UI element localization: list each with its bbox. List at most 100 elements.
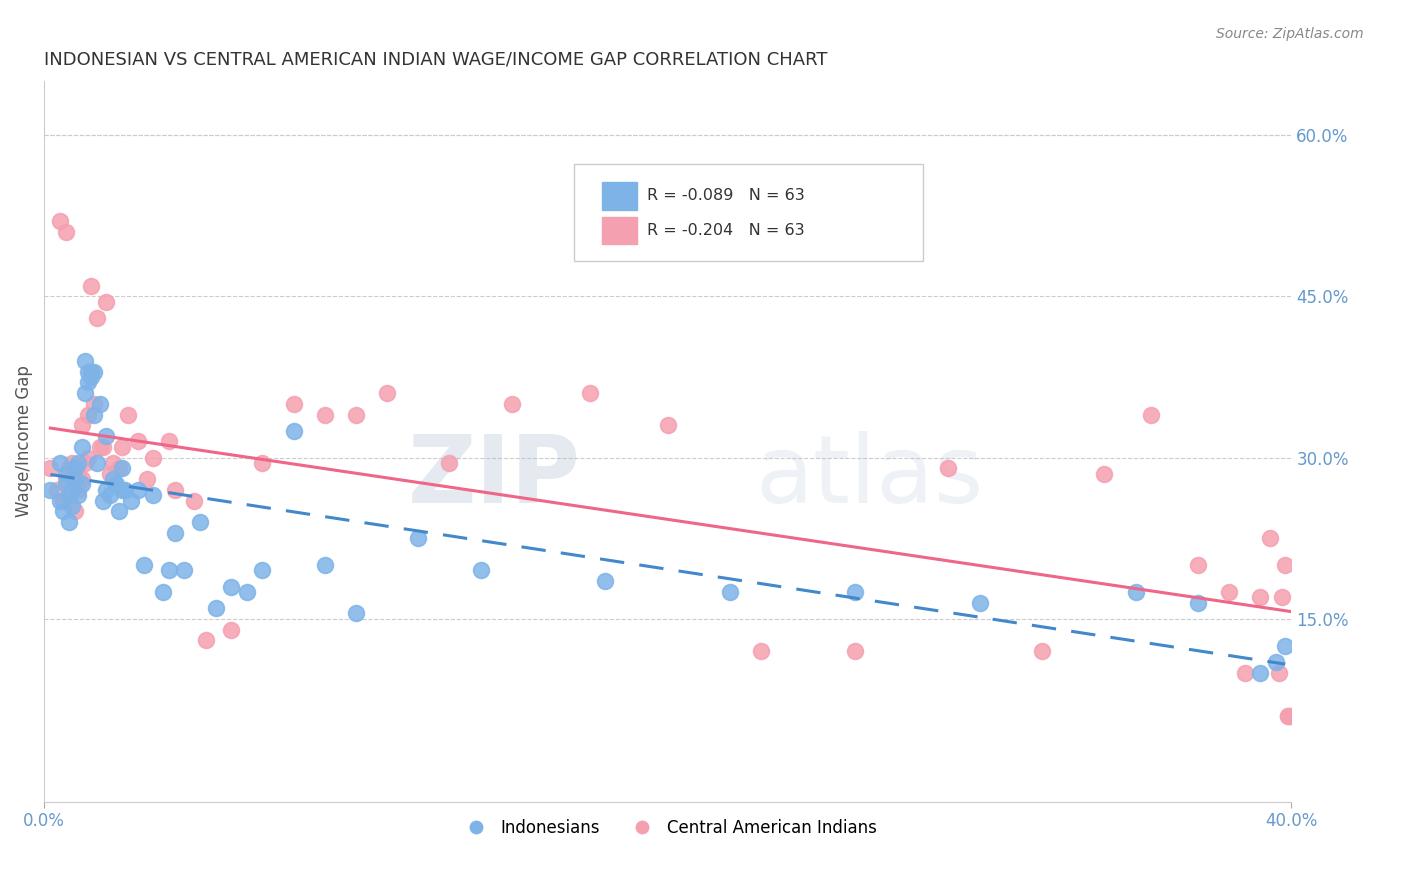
Point xyxy=(204,601,226,615)
Point xyxy=(152,585,174,599)
Point xyxy=(111,440,134,454)
Legend: Indonesians, Central American Indians: Indonesians, Central American Indians xyxy=(453,813,883,844)
Text: Source: ZipAtlas.com: Source: ZipAtlas.com xyxy=(1216,27,1364,41)
Point xyxy=(1233,665,1256,680)
Point xyxy=(1281,708,1303,723)
Text: R = -0.204   N = 63: R = -0.204 N = 63 xyxy=(647,223,804,238)
Point xyxy=(1264,655,1286,669)
Point xyxy=(1218,585,1240,599)
Point xyxy=(1187,596,1209,610)
Point xyxy=(83,397,105,411)
Point xyxy=(188,515,211,529)
Point xyxy=(344,408,367,422)
Point xyxy=(98,488,121,502)
Point xyxy=(93,440,115,454)
Point xyxy=(60,483,83,497)
Point xyxy=(80,370,103,384)
Point xyxy=(375,386,398,401)
Point xyxy=(108,461,131,475)
Point xyxy=(70,440,93,454)
Point xyxy=(283,397,305,411)
Point xyxy=(67,488,90,502)
Point xyxy=(39,461,62,475)
Point xyxy=(96,483,118,497)
Point xyxy=(58,461,80,475)
Point xyxy=(60,472,83,486)
Point xyxy=(67,467,90,481)
Point xyxy=(314,558,336,572)
Text: R = -0.089   N = 63: R = -0.089 N = 63 xyxy=(647,188,804,203)
Point xyxy=(1140,408,1163,422)
Point xyxy=(173,564,195,578)
Point xyxy=(67,456,90,470)
Point xyxy=(65,467,87,481)
Point xyxy=(1249,591,1271,605)
Point xyxy=(96,429,118,443)
Point xyxy=(65,504,87,518)
Point xyxy=(1268,665,1291,680)
Point xyxy=(96,294,118,309)
Point xyxy=(127,434,149,449)
Point xyxy=(1092,467,1115,481)
Point xyxy=(67,483,90,497)
Point xyxy=(142,488,165,502)
Point xyxy=(101,456,124,470)
Point xyxy=(76,450,98,465)
Point xyxy=(501,397,523,411)
Point xyxy=(844,644,866,658)
Point xyxy=(111,483,134,497)
Point xyxy=(93,493,115,508)
Point xyxy=(55,225,77,239)
Point xyxy=(470,564,492,578)
Point xyxy=(89,397,111,411)
Point xyxy=(89,440,111,454)
Point xyxy=(718,585,741,599)
Point xyxy=(1249,665,1271,680)
Point xyxy=(108,504,131,518)
Point xyxy=(1277,708,1299,723)
Point xyxy=(252,564,274,578)
Point xyxy=(111,461,134,475)
Point xyxy=(142,450,165,465)
Point xyxy=(76,365,98,379)
Point xyxy=(219,623,242,637)
Point xyxy=(52,504,75,518)
Point xyxy=(252,456,274,470)
Point xyxy=(749,644,772,658)
Point xyxy=(55,477,77,491)
Point xyxy=(45,483,67,497)
Point xyxy=(127,483,149,497)
Point xyxy=(117,408,139,422)
Point xyxy=(86,456,108,470)
Point xyxy=(1274,639,1296,653)
Point xyxy=(595,574,617,589)
Point xyxy=(98,467,121,481)
Point xyxy=(76,376,98,390)
Point xyxy=(844,585,866,599)
Point xyxy=(58,488,80,502)
Point xyxy=(1277,708,1299,723)
Point xyxy=(55,467,77,481)
Point xyxy=(657,418,679,433)
Point xyxy=(60,499,83,513)
Point xyxy=(65,472,87,486)
Point xyxy=(86,310,108,325)
Point xyxy=(48,493,70,508)
Point xyxy=(195,633,218,648)
Point xyxy=(65,461,87,475)
Point xyxy=(579,386,602,401)
Point xyxy=(1274,558,1296,572)
Point xyxy=(80,365,103,379)
Y-axis label: Wage/Income Gap: Wage/Income Gap xyxy=(15,366,32,517)
Point xyxy=(165,525,187,540)
Point xyxy=(70,472,93,486)
Text: atlas: atlas xyxy=(755,432,983,524)
Point xyxy=(236,585,259,599)
Point xyxy=(114,483,136,497)
Point xyxy=(165,483,187,497)
Point xyxy=(314,408,336,422)
Point xyxy=(408,531,430,545)
Point xyxy=(70,477,93,491)
Point xyxy=(1125,585,1147,599)
Point xyxy=(120,493,142,508)
